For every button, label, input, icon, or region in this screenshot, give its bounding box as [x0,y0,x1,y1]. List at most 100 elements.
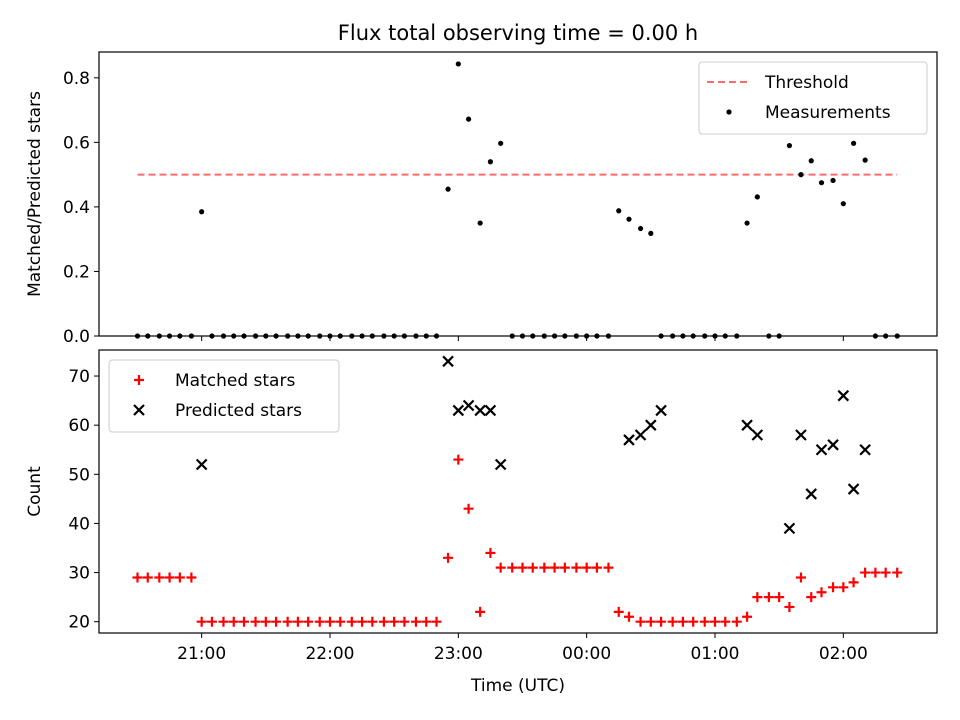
data-point [754,194,760,200]
data-point [495,562,506,573]
data-point [199,209,205,215]
data-point [870,567,881,578]
y-tick-label: 50 [68,465,90,485]
data-point [498,140,504,146]
data-point [880,567,891,578]
data-point [862,157,868,163]
data-point [186,572,197,583]
chart-title: Flux total observing time = 0.00 h [338,21,698,45]
data-point [795,572,806,583]
data-point [591,562,602,573]
data-point [624,611,635,622]
data-point [494,458,507,471]
data-point [840,201,846,207]
data-point [507,562,518,573]
x-tick-label: 02:00 [819,644,868,664]
data-point [346,616,357,627]
data-point [559,562,570,573]
data-point [860,567,871,578]
y-tick-label: 0.2 [63,262,90,282]
data-point [784,601,795,612]
data-point [465,116,472,122]
data-point [827,439,839,451]
data-point [808,158,814,164]
data-point [806,592,817,603]
data-point [626,216,632,222]
data-point [303,616,314,627]
data-point [613,606,624,617]
data-point [850,140,857,146]
x-tick-label: 00:00 [562,644,611,664]
legend-label: Threshold [764,73,849,93]
data-point [282,616,293,627]
data-point [527,562,538,573]
data-point [324,616,335,627]
data-point [752,592,763,603]
data-point [314,616,325,627]
data-point [195,458,208,471]
data-point [174,572,185,583]
data-point [783,522,796,535]
data-point [667,616,678,627]
data-point [292,616,303,627]
legend-key [726,109,732,115]
legend-box [698,61,928,135]
data-point [539,562,550,573]
data-point [443,552,454,563]
data-point [367,616,378,627]
legend: Threshold Measurements [698,61,928,135]
x-tick-label: 01:00 [690,644,739,664]
legend-label: Matched stars [175,371,295,391]
data-point [571,562,582,573]
data-point [635,616,646,627]
data-point [848,577,859,588]
y-tick-label: 0.4 [63,198,90,218]
y-tick-label: 70 [68,367,90,387]
data-point [677,616,688,627]
data-point [335,616,346,627]
data-point [720,616,731,627]
legend-label: Predicted stars [175,401,302,421]
data-point [218,616,229,627]
data-point [645,616,656,627]
data-point [463,503,474,514]
data-point [196,616,207,627]
legend-key [133,404,145,416]
data-point [455,61,461,67]
data-point [637,225,644,232]
data-point [431,616,442,627]
data-point [271,616,282,627]
legend-label: Measurements [765,103,891,123]
plot-frame [98,51,938,337]
data-point [239,616,250,627]
y-axis-label: Matched/Predicted stars [25,91,45,297]
y-tick-label: 40 [68,514,90,534]
data-point [828,582,839,593]
x-tick-label: 22:00 [305,644,354,664]
data-point [549,562,560,573]
data-point [603,562,614,573]
data-point [837,389,850,402]
data-point [132,572,143,583]
data-point [453,454,464,465]
data-point [484,404,497,417]
data-point [474,404,486,417]
data-point [655,404,667,417]
data-point [742,611,753,622]
legend-key [134,375,144,385]
y-tick-label: 20 [68,613,90,633]
y-tick-label: 0.8 [63,69,90,89]
data-point [357,616,368,627]
data-point [798,172,804,178]
data-point [774,592,785,603]
data-point [763,592,774,603]
data-point [892,567,903,578]
data-point [206,616,217,627]
data-point [410,616,421,627]
data-point [744,220,750,226]
data-point [154,572,165,583]
data-point [656,616,667,627]
data-point [228,616,239,627]
data-point [645,419,657,431]
